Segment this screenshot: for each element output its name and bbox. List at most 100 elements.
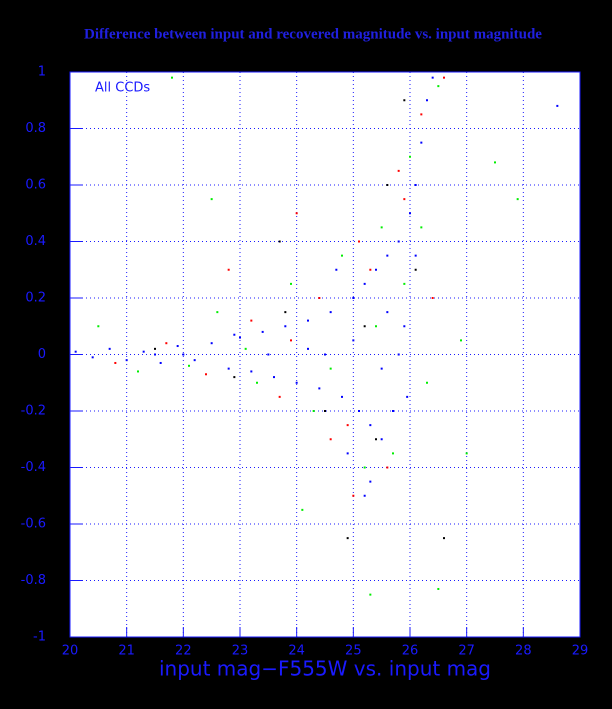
point [329,311,332,314]
point [375,268,377,271]
point [426,99,428,102]
point [431,76,434,79]
point [494,161,496,164]
point [284,311,287,314]
point [380,438,383,441]
y-tick-label: -0.6 [21,517,46,532]
point [142,350,145,353]
point [352,339,355,342]
point [369,593,372,596]
y-tick-label: -0.8 [21,573,46,588]
point [307,347,309,350]
point [295,381,298,384]
point [386,254,389,257]
y-tick-label: -1 [33,630,46,645]
point [216,311,219,314]
point [443,76,445,79]
y-tick-label: 1 [38,65,46,80]
y-tick-label: -0.4 [21,460,46,475]
point [375,438,377,441]
point [363,466,366,469]
point [352,297,355,299]
x-tick-label: 21 [118,644,135,659]
point [352,494,355,497]
point [335,268,338,271]
point [392,410,394,412]
point [358,410,360,412]
point [386,466,389,469]
point [516,198,519,201]
point [329,367,332,370]
point [278,240,281,243]
chart-title: Difference between input and recovered m… [84,26,542,42]
point [414,254,417,257]
point [397,169,400,172]
points [74,76,559,596]
point [233,376,236,379]
point [409,155,411,158]
point [420,226,423,229]
point [363,325,366,328]
point [403,282,406,285]
point [397,353,400,356]
point [318,387,321,390]
point [210,342,213,345]
point [250,319,253,322]
point [273,376,275,379]
point [97,325,100,328]
point [74,350,77,353]
point [358,240,360,243]
x-tick-label: 26 [402,644,419,659]
x-tick-label: 29 [572,644,589,659]
point [318,297,321,299]
point [380,367,383,370]
point [261,330,264,333]
point [363,282,366,285]
point [137,370,139,373]
point [380,226,383,229]
point [267,353,270,356]
point [250,370,253,373]
point [341,254,343,257]
point [159,361,162,364]
point [324,410,326,412]
point [392,452,394,455]
x-tick-label: 20 [62,644,79,659]
x-axis-label: input mag−F555W vs. input mag [159,657,491,681]
point [125,359,128,362]
y-tick-label: 0.8 [25,121,46,136]
point [239,336,241,339]
point [210,198,213,201]
point [233,333,236,336]
point [301,508,304,511]
point [176,345,179,348]
point [312,410,315,412]
point [369,424,372,427]
point [341,395,343,398]
point [414,268,417,271]
point [346,424,349,427]
point [154,353,156,356]
point [188,364,190,367]
point [165,342,168,345]
point [437,587,440,590]
annotation: All CCDs [95,81,150,96]
x-tick-label: 27 [458,644,475,659]
point [182,353,185,356]
point [403,198,406,201]
point [437,85,440,88]
point [431,297,434,299]
point [290,339,292,342]
point [278,395,281,398]
point [465,452,468,455]
point [369,268,372,271]
point [227,367,230,370]
x-tick-label: 25 [345,644,362,659]
point [403,99,406,102]
point [227,268,230,271]
y-tick-label: 0 [38,347,46,362]
point [363,494,366,497]
point [375,325,377,328]
point [346,537,349,540]
